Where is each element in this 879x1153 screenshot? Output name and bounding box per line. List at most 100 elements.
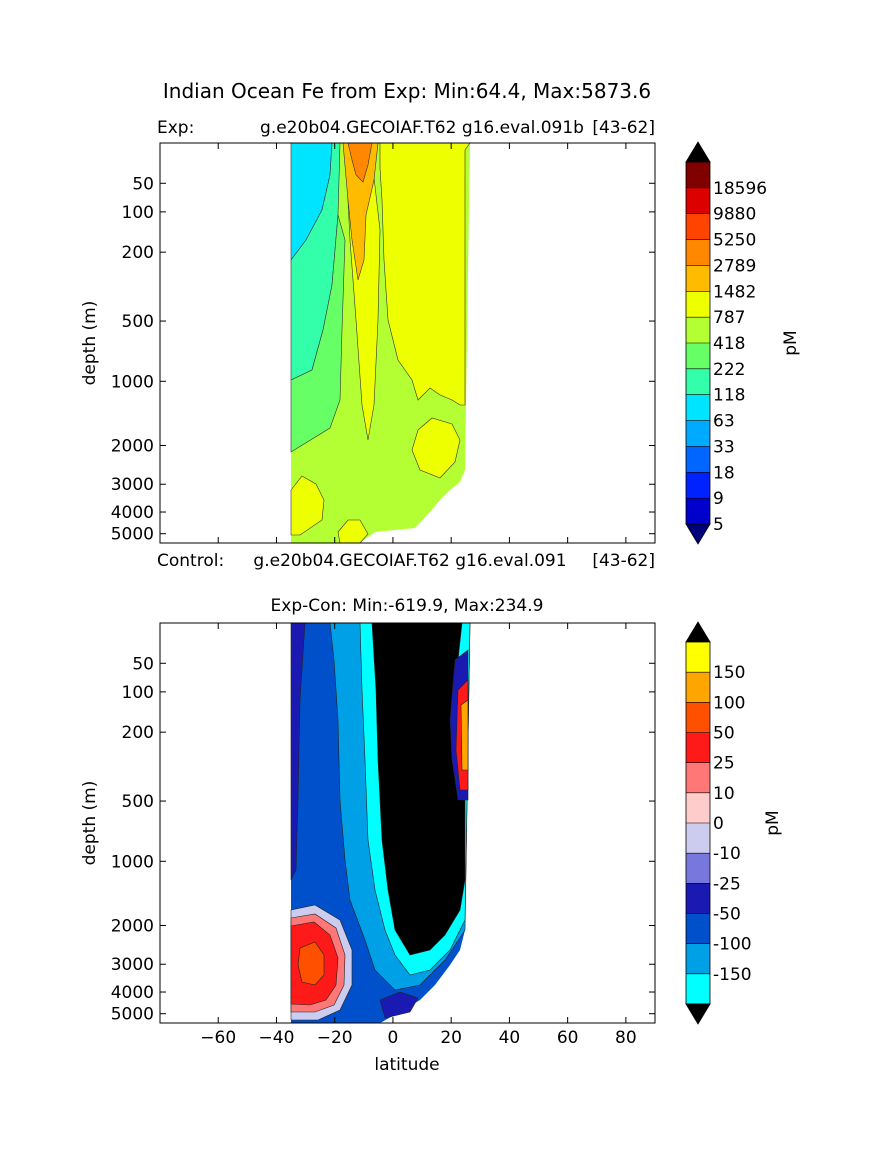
x-tick-label: −20	[317, 1028, 353, 1048]
colorbar-tick-label: 118	[713, 386, 745, 406]
x-tick-label: 40	[499, 1028, 521, 1048]
colorbar-tick-label: 18596	[713, 179, 767, 199]
colorbar-bin	[686, 368, 710, 395]
panel1-field	[290, 143, 471, 543]
y-tick-label: 1000	[111, 852, 154, 872]
x-tick-label: 60	[557, 1028, 579, 1048]
y-tick-label: 100	[122, 203, 154, 223]
x-tick-label: 0	[388, 1028, 399, 1048]
colorbar-tick-label: 9	[713, 489, 724, 509]
colorbar-bin	[686, 792, 710, 823]
colorbar-bin	[686, 239, 710, 266]
colorbar-tick-label: -100	[713, 935, 752, 955]
colorbar-tick-label: 100	[713, 693, 745, 713]
colorbar-extend-bottom	[685, 1003, 711, 1025]
colorbar-tick-label: 18	[713, 463, 735, 483]
colorbar-tick-label: 787	[713, 308, 745, 328]
colorbar-bin	[686, 162, 710, 188]
panel1-region-yellow-bottom	[337, 519, 369, 543]
panel1-region-orange	[342, 143, 379, 281]
y-tick-label: 5000	[111, 525, 154, 545]
colorbar-tick-label: 25	[713, 754, 735, 774]
colorbar-bin	[686, 265, 710, 292]
panel2-subtitle: Exp-Con: Min:-619.9, Max:234.9	[271, 596, 544, 616]
panel2-frame	[159, 622, 656, 1024]
colorbar-tick-label: -10	[713, 844, 741, 864]
colorbar-bin	[686, 213, 710, 240]
colorbar-tick-label: 418	[713, 334, 745, 354]
colorbar-tick-label: 0	[713, 814, 724, 834]
y-tick-label: 50	[132, 174, 154, 194]
colorbar-bin	[686, 762, 710, 793]
panel2-xlabel: latitude	[374, 1055, 439, 1075]
colorbar-bin	[686, 913, 710, 944]
panel2-title-right: [43-62]	[592, 551, 655, 571]
colorbar-bin	[686, 472, 710, 499]
x-tick-label: 20	[440, 1028, 462, 1048]
colorbar-tick-label: 1482	[713, 282, 756, 302]
colorbar-tick-label: -50	[713, 905, 741, 925]
colorbar-tick-label: 5250	[713, 231, 756, 251]
colorbar-bin	[686, 732, 710, 763]
colorbar-tick-label: 222	[713, 360, 745, 380]
colorbar-extend-top	[685, 141, 711, 163]
colorbar-tick-label: -25	[713, 874, 741, 894]
x-tick-label: 80	[615, 1028, 637, 1048]
panel2-field	[290, 623, 471, 1023]
colorbar-bin	[686, 823, 710, 854]
colorbar-tick-label: 150	[713, 663, 745, 683]
y-tick-label: 3000	[111, 955, 154, 975]
colorbar-bin	[686, 498, 710, 524]
panel1-region-yellow-br	[411, 417, 461, 479]
y-tick-label: 5000	[111, 1005, 154, 1025]
panel2-ylabel: depth (m)	[80, 781, 100, 866]
y-tick-label: 500	[122, 312, 154, 332]
colorbar-tick-label: 10	[713, 784, 735, 804]
colorbar-bin	[686, 291, 710, 318]
colorbar-bin	[686, 642, 710, 673]
colorbar-bin	[686, 883, 710, 914]
colorbar-bin	[686, 343, 710, 369]
panel2-title-left: Control:	[157, 551, 224, 571]
panel2-region-right-orange	[460, 699, 469, 771]
figure-title: Indian Ocean Fe from Exp: Min:64.4, Max:…	[163, 79, 651, 103]
y-tick-label: 200	[122, 243, 154, 263]
colorbar-bin	[686, 973, 710, 1004]
x-tick-label: −40	[259, 1028, 295, 1048]
colorbar-bin	[686, 446, 710, 473]
x-tick-label: −60	[200, 1028, 236, 1048]
y-tick-label: 4000	[111, 503, 154, 523]
y-tick-label: 2000	[111, 917, 154, 937]
colorbar-bin	[686, 187, 710, 214]
y-tick-label: 100	[122, 683, 154, 703]
panel2-region-darkblue	[290, 623, 306, 881]
colorbar-tick-label: 50	[713, 724, 735, 744]
panel1-region-yellow-right	[379, 143, 471, 406]
colorbar-bin	[686, 420, 710, 447]
colorbar-bin	[686, 702, 710, 733]
y-tick-label: 200	[122, 723, 154, 743]
panel1-ylabel: depth (m)	[80, 301, 100, 386]
panel1-title-left: Exp:	[157, 118, 194, 138]
panel1-title-right: [43-62]	[592, 118, 655, 138]
panel1-frame	[159, 142, 656, 544]
panel2-colorbar-label: pM	[763, 810, 783, 835]
colorbar-bin	[686, 317, 710, 343]
panel2-axes: −60 −40 −20 0 20 40 60 80 50 100 200 500 1000 2000 300…	[111, 623, 655, 1048]
colorbar-extend-top	[685, 621, 711, 643]
colorbar-tick-label: 9880	[713, 205, 756, 225]
colorbar-tick-label: 2789	[713, 256, 756, 276]
colorbar-bin	[686, 394, 710, 421]
colorbar-bin	[686, 853, 710, 884]
panel1-colorbar: 18596 9880 5250 2789 1482 787 418 222 118 63 33 18 9…	[685, 141, 767, 545]
panel2-title-center: g.e20b04.GECOIAF.T62 g16.eval.091	[253, 551, 566, 571]
colorbar-tick-label: 63	[713, 412, 735, 432]
colorbar-tick-label: -150	[713, 965, 752, 985]
panel1-region-darkorange	[347, 143, 373, 183]
colorbar-extend-bottom	[685, 523, 711, 545]
y-tick-label: 4000	[111, 983, 154, 1003]
y-tick-label: 3000	[111, 475, 154, 495]
